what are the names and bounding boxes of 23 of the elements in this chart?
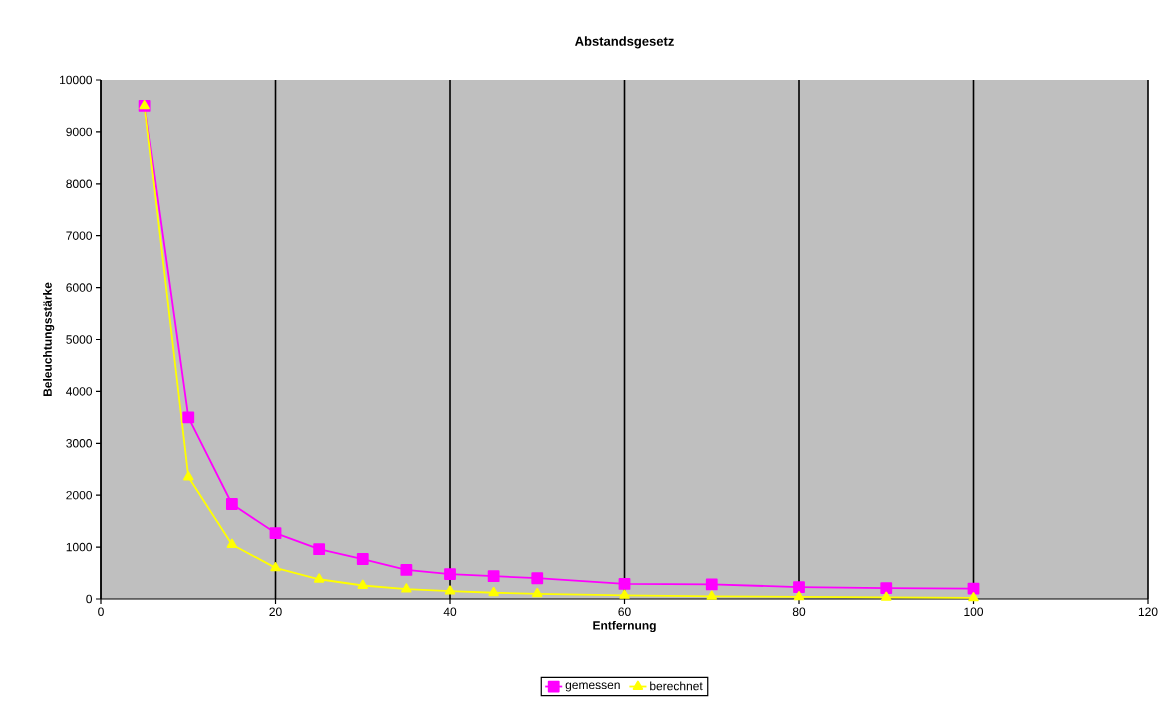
y-tick-label: 9000 <box>66 127 93 137</box>
x-tick-label: 20 <box>269 607 282 617</box>
y-tick-label: 10000 <box>60 75 93 85</box>
y-tick-label: 6000 <box>66 283 93 292</box>
x-tick-label: 60 <box>618 607 631 617</box>
y-tick-label: 0 <box>86 594 93 604</box>
x-tick-label: 40 <box>443 607 457 617</box>
y-tick-label: 5000 <box>66 335 93 344</box>
y-axis-title: Beleuchtungsstärke <box>43 282 55 397</box>
y-tick-label: 7000 <box>66 231 93 240</box>
legend-label: gemessen <box>565 682 620 692</box>
x-tick-label: 120 <box>1138 607 1158 617</box>
chart-title: Abstandsgesetz <box>574 36 674 49</box>
y-tick-label: 1000 <box>66 542 93 552</box>
y-tick-label: 4000 <box>66 387 93 396</box>
y-tick-label: 3000 <box>66 439 93 448</box>
x-tick-label: 100 <box>964 607 984 617</box>
legend-label: berechnet <box>650 681 703 691</box>
x-tick-label: 0 <box>98 607 104 617</box>
y-tick-label: 2000 <box>66 490 93 500</box>
y-tick-label: 8000 <box>66 179 93 189</box>
x-tick-label: 80 <box>792 607 806 617</box>
x-axis-title: Entfernung <box>593 620 656 633</box>
